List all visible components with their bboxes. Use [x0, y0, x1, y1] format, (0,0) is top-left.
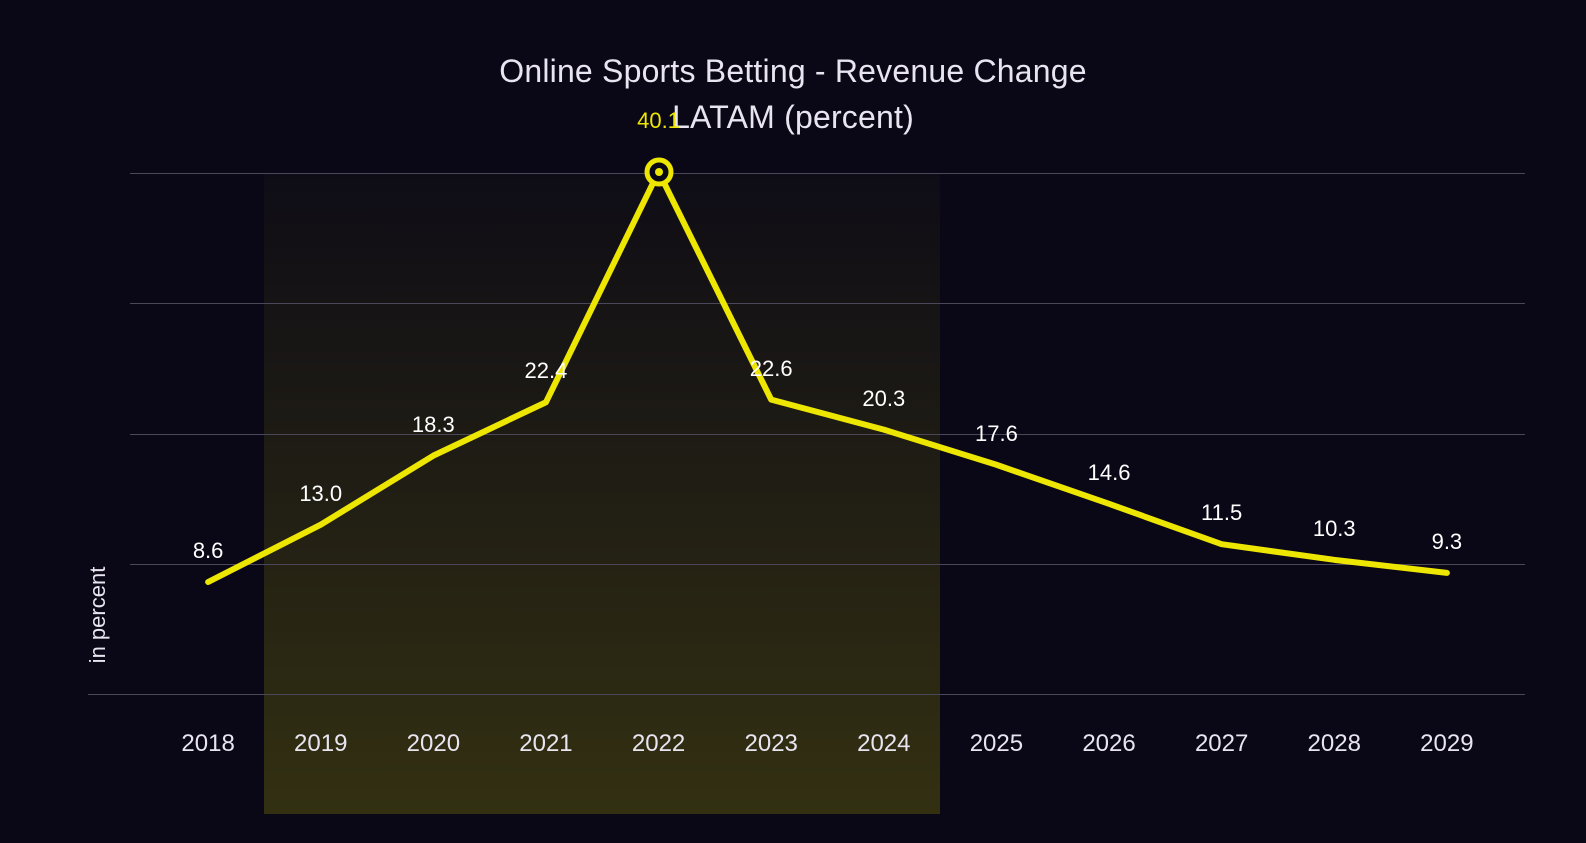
gridline — [88, 694, 1525, 695]
x-axis-tick: 2026 — [1082, 730, 1135, 758]
chart-title-line1: Online Sports Betting - Revenue Change — [0, 48, 1586, 94]
x-axis-tick: 2021 — [519, 730, 572, 758]
gridline — [130, 434, 1525, 435]
data-point-label: 11.5 — [1201, 500, 1242, 526]
x-axis-tick: 2028 — [1308, 730, 1361, 758]
x-axis-tick: 2018 — [181, 730, 234, 758]
highlight-band — [264, 173, 940, 814]
chart-title: Online Sports Betting - Revenue Change L… — [0, 48, 1586, 141]
data-point-label: 18.3 — [412, 412, 455, 438]
data-point-label: 8.6 — [193, 538, 224, 564]
data-point-label: 20.3 — [862, 386, 905, 412]
data-point-label: 22.6 — [750, 356, 793, 382]
data-point-label: 17.6 — [975, 421, 1018, 447]
data-point-label: 13.0 — [299, 481, 342, 507]
y-axis-label: in percent — [85, 567, 111, 664]
x-axis-tick: 2029 — [1420, 730, 1473, 758]
chart-plot-area: 2018201920202021202220232024202520262027… — [130, 173, 1525, 694]
x-axis-tick: 2024 — [857, 730, 910, 758]
chart-title-line2: LATAM (percent) — [0, 94, 1586, 140]
x-axis-tick: 2019 — [294, 730, 347, 758]
data-point-label: 22.4 — [525, 358, 568, 384]
x-axis-tick: 2022 — [632, 730, 685, 758]
data-point-label: 40.1 — [637, 108, 680, 134]
x-axis-tick: 2027 — [1195, 730, 1248, 758]
gridline — [130, 303, 1525, 304]
x-axis-tick: 2023 — [744, 730, 797, 758]
x-axis-tick: 2020 — [407, 730, 460, 758]
data-point-label: 9.3 — [1432, 529, 1463, 555]
data-point-label: 14.6 — [1088, 460, 1131, 486]
data-point-label: 10.3 — [1313, 516, 1356, 542]
gridline — [130, 173, 1525, 174]
gridline — [130, 564, 1525, 565]
x-axis-tick: 2025 — [970, 730, 1023, 758]
